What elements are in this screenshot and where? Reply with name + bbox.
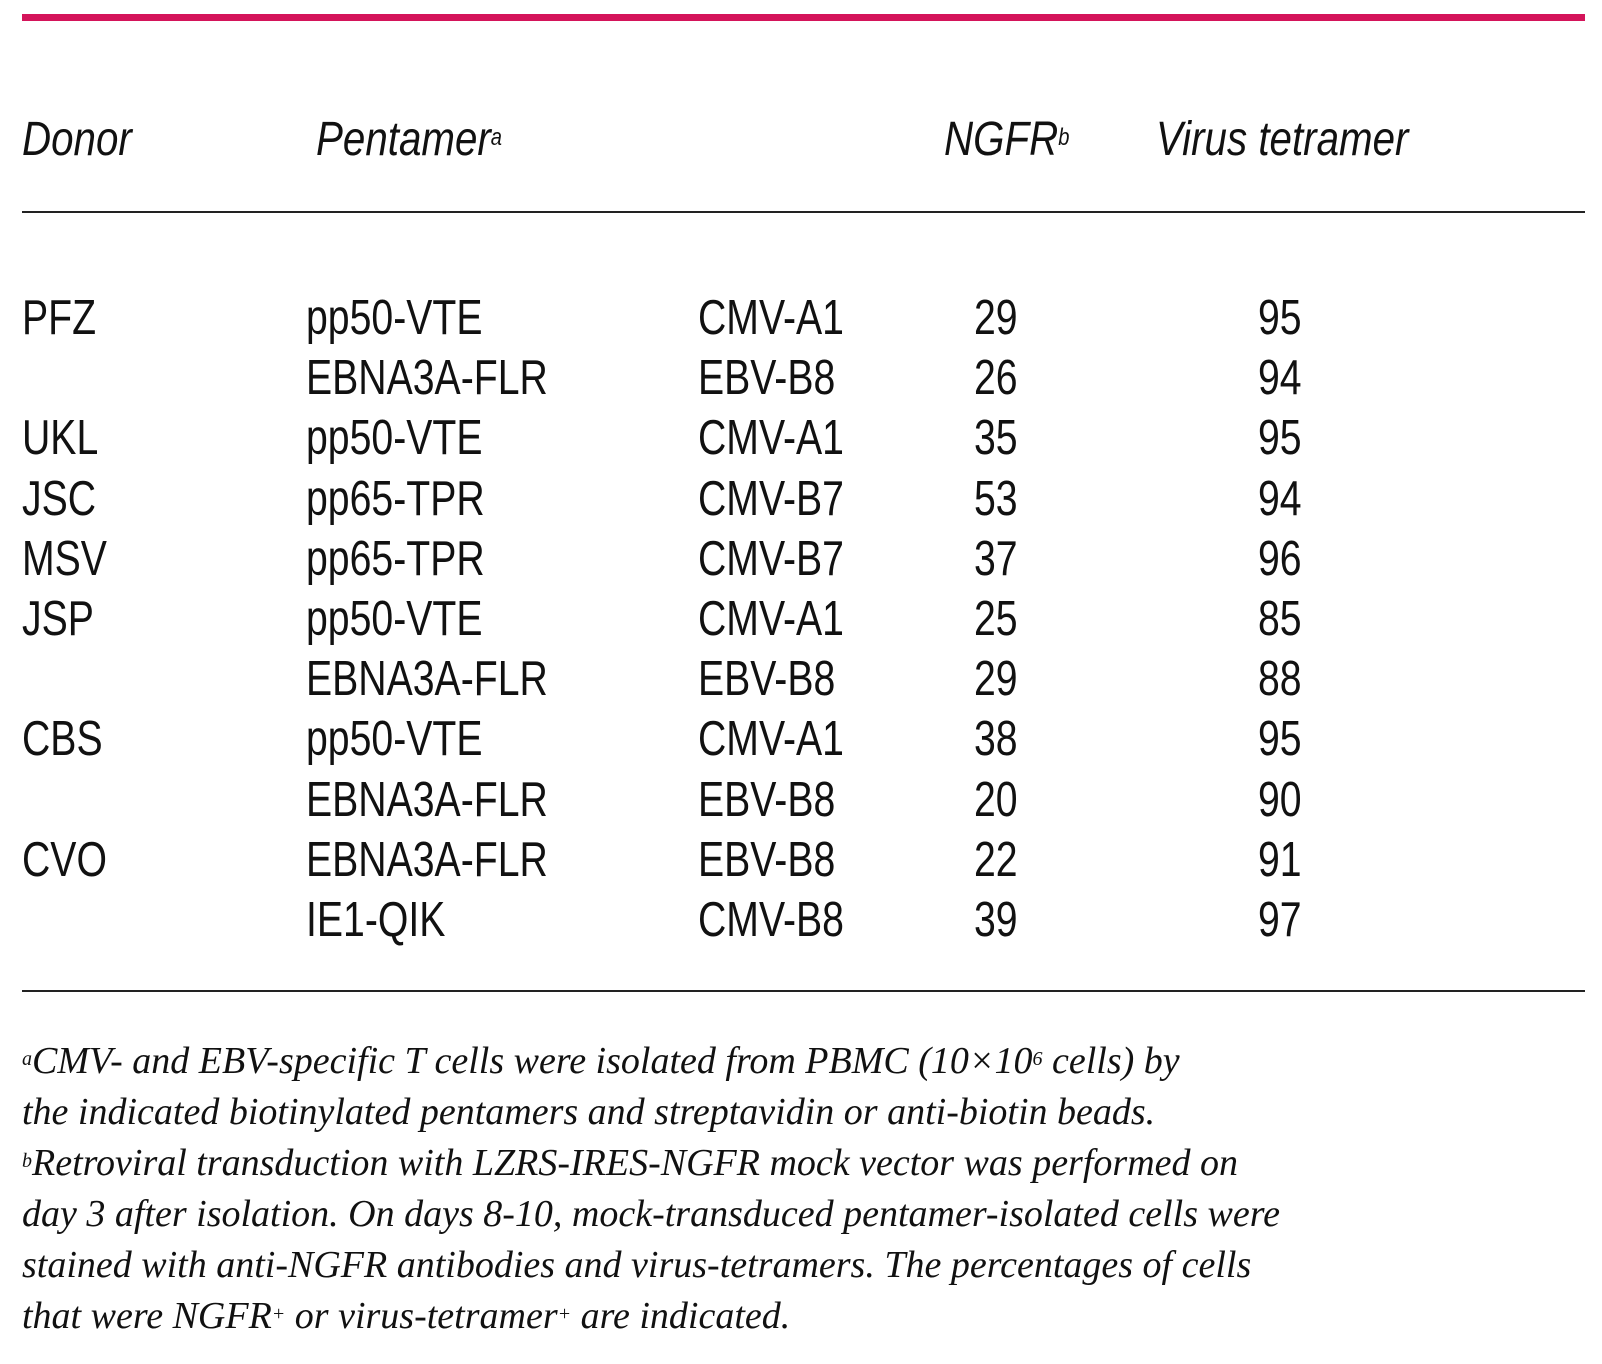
cell-tetramer: CMV-A1 <box>698 411 844 465</box>
cell-tetramer: CMV-B7 <box>698 532 844 586</box>
footnote-a-line-1: aCMV- and EBV-specific T cells were isol… <box>22 1040 1180 1082</box>
cell-pentamer: pp50-VTE <box>306 411 483 465</box>
cell-ngfr: 39 <box>974 893 1018 947</box>
header-virus-tetramer: Virus tetramer <box>1156 113 1409 166</box>
cell-ngfr: 25 <box>974 592 1018 646</box>
footnote-b-line-2: day 3 after isolation. On days 8-10, moc… <box>22 1193 1280 1235</box>
cell-donor: CBS <box>22 712 103 766</box>
cell-ngfr: 29 <box>974 652 1018 706</box>
cell-ngfr: 53 <box>974 472 1018 526</box>
top-accent-rule <box>22 14 1585 21</box>
cell-virus-tetramer: 95 <box>1258 291 1302 345</box>
cell-tetramer: CMV-B7 <box>698 472 844 526</box>
cell-ngfr: 20 <box>974 773 1018 827</box>
cell-tetramer: EBV-B8 <box>698 351 836 405</box>
cell-virus-tetramer: 95 <box>1258 712 1302 766</box>
cell-virus-tetramer: 88 <box>1258 652 1302 706</box>
cell-donor: JSP <box>22 592 94 646</box>
footnote-a-exponent: 6 <box>1032 1048 1043 1070</box>
footnote-plus-ngfr: + <box>271 1303 286 1325</box>
cell-pentamer: IE1-QIK <box>306 893 446 947</box>
cell-pentamer: pp50-VTE <box>306 592 483 646</box>
header-ngfr: NGFRb <box>944 113 1070 166</box>
cell-pentamer: EBNA3A-FLR <box>306 833 548 887</box>
cell-tetramer: CMV-A1 <box>698 712 844 766</box>
footnote-b-line-4: that were NGFR+ or virus-tetramer+ are i… <box>22 1295 791 1337</box>
cell-pentamer: EBNA3A-FLR <box>306 773 548 827</box>
cell-virus-tetramer: 94 <box>1258 351 1302 405</box>
cell-pentamer: pp50-VTE <box>306 291 483 345</box>
cell-ngfr: 22 <box>974 833 1018 887</box>
cell-virus-tetramer: 91 <box>1258 833 1302 887</box>
cell-tetramer: CMV-A1 <box>698 592 844 646</box>
footnote-b-line-1: bRetroviral transduction with LZRS-IRES-… <box>22 1142 1238 1184</box>
header-donor: Donor <box>22 113 132 166</box>
footnote-plus-tetramer: + <box>557 1303 572 1325</box>
header-pentamer: Pentamera <box>316 113 503 166</box>
header-pentamer-note: a <box>490 124 503 151</box>
cell-donor: PFZ <box>22 291 97 345</box>
cell-ngfr: 38 <box>974 712 1018 766</box>
footnote-a-line-2: the indicated biotinylated pentamers and… <box>22 1091 1156 1133</box>
cell-tetramer: CMV-A1 <box>698 291 844 345</box>
cell-tetramer: EBV-B8 <box>698 773 836 827</box>
footnotes: aCMV- and EBV-specific T cells were isol… <box>22 1036 1597 1342</box>
cell-virus-tetramer: 85 <box>1258 592 1302 646</box>
cell-pentamer: pp65-TPR <box>306 532 485 586</box>
cell-pentamer: EBNA3A-FLR <box>306 351 548 405</box>
table-bottom-divider <box>22 990 1585 992</box>
cell-pentamer: pp65-TPR <box>306 472 485 526</box>
cell-virus-tetramer: 94 <box>1258 472 1302 526</box>
footnote-a-mark: a <box>22 1048 32 1070</box>
cell-donor: JSC <box>22 472 97 526</box>
cell-donor: UKL <box>22 411 99 465</box>
cell-ngfr: 29 <box>974 291 1018 345</box>
footnote-b-line-3: stained with anti-NGFR antibodies and vi… <box>22 1244 1252 1286</box>
cell-virus-tetramer: 90 <box>1258 773 1302 827</box>
cell-virus-tetramer: 95 <box>1258 411 1302 465</box>
cell-ngfr: 26 <box>974 351 1018 405</box>
cell-donor: CVO <box>22 833 107 887</box>
cell-pentamer: pp50-VTE <box>306 712 483 766</box>
cell-ngfr: 35 <box>974 411 1018 465</box>
cell-ngfr: 37 <box>974 532 1018 586</box>
cell-virus-tetramer: 96 <box>1258 532 1302 586</box>
header-divider <box>22 211 1585 213</box>
cell-pentamer: EBNA3A-FLR <box>306 652 548 706</box>
cell-virus-tetramer: 97 <box>1258 893 1302 947</box>
footnote-b-mark: b <box>22 1150 32 1172</box>
cell-donor: MSV <box>22 532 107 586</box>
cell-tetramer: CMV-B8 <box>698 893 844 947</box>
header-ngfr-note: b <box>1058 124 1070 151</box>
cell-tetramer: EBV-B8 <box>698 833 836 887</box>
cell-tetramer: EBV-B8 <box>698 652 836 706</box>
